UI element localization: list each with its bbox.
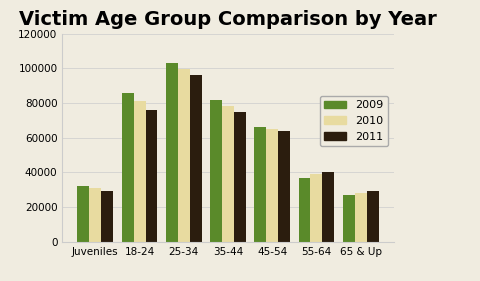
Bar [266,129,278,242]
Bar [166,63,178,242]
Bar [278,131,290,242]
Bar [145,110,157,242]
Bar [355,193,367,242]
Bar [101,191,113,242]
Bar [323,172,335,242]
Bar [77,186,89,242]
Bar [367,191,379,242]
Title: Victim Age Group Comparison by Year: Victim Age Group Comparison by Year [19,10,437,30]
Bar [343,195,355,242]
Bar [254,127,266,242]
Bar [133,101,145,242]
Bar [190,75,202,242]
Bar [210,99,222,242]
Bar [299,178,311,242]
Bar [121,93,133,242]
Bar [222,106,234,242]
Bar [311,174,323,242]
Legend: 2009, 2010, 2011: 2009, 2010, 2011 [320,96,388,146]
Bar [178,69,190,242]
Bar [234,112,246,242]
Bar [89,188,101,242]
